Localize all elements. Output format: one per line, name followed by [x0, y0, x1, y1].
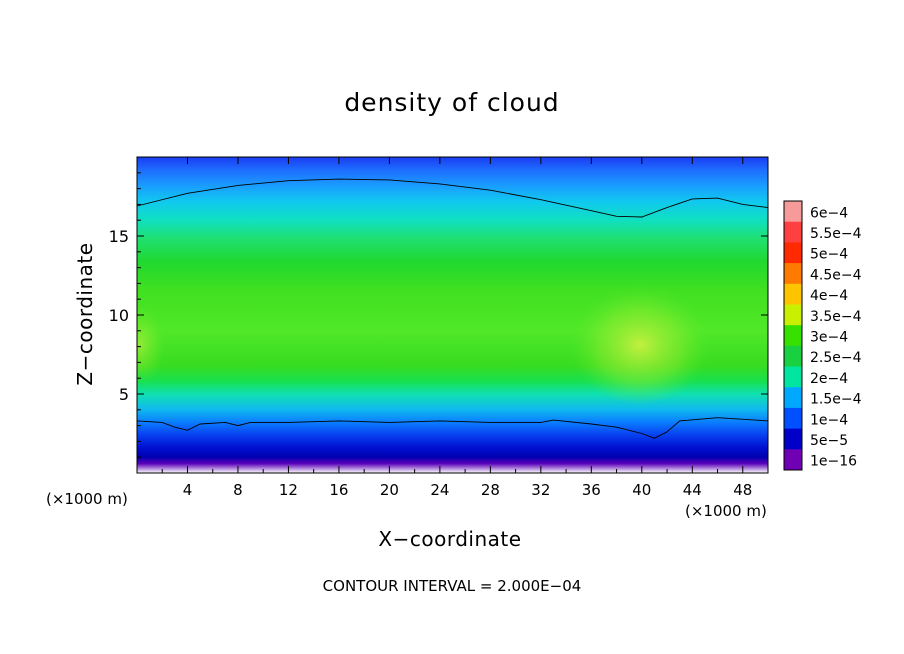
x-tick-label: 4	[183, 481, 193, 499]
colorbar-swatch	[784, 366, 802, 388]
x-axis-label: X−coordinate	[378, 527, 522, 551]
x-unit-right: (×1000 m)	[685, 502, 767, 520]
x-tick-label: 40	[632, 481, 651, 499]
colorbar-label: 6e−4	[810, 205, 848, 221]
colorbar-swatch	[784, 304, 802, 326]
colorbar-label: 5.5e−4	[810, 226, 862, 242]
colorbar-label: 1e−4	[810, 412, 848, 428]
colorbar-label: 4.5e−4	[810, 267, 862, 283]
colorbar-label: 5e−4	[810, 247, 848, 263]
x-tick-label: 20	[380, 481, 399, 499]
colorbar-label: 4e−4	[810, 288, 848, 304]
y-axis-ticks: 5 10 15	[109, 172, 768, 458]
contour-line-lower	[136, 417, 769, 439]
contour-lines	[136, 178, 769, 439]
colorbar: 6e−4 5.5e−4 5e−4 4.5e−4 4e−4 3.5e−4 3e−4 2.5e−4…	[783, 200, 862, 471]
contour-line-upper	[136, 178, 769, 218]
colorbar-swatch	[784, 387, 802, 409]
colorbar-swatch	[784, 263, 802, 285]
colorbar-label: 5e−5	[810, 433, 848, 449]
colorbar-swatch	[784, 201, 802, 223]
colorbar-swatch	[784, 449, 802, 471]
density-field	[137, 157, 768, 473]
y-tick-label: 10	[109, 306, 129, 325]
x-tick-label: 32	[531, 481, 550, 499]
x-axis-ticks: 4 8 12 16 20 24 28 32 36 40 44 48	[161, 157, 752, 499]
x-tick-label: 44	[683, 481, 702, 499]
x-tick-label: 24	[430, 481, 449, 499]
colorbar-label: 3.5e−4	[810, 309, 862, 325]
x-tick-label: 48	[733, 481, 752, 499]
x-tick-label: 28	[481, 481, 500, 499]
x-unit-left: (×1000 m)	[46, 490, 128, 508]
colorbar-swatch	[784, 428, 802, 450]
colorbar-swatch	[784, 325, 802, 347]
x-tick-label: 36	[582, 481, 601, 499]
colorbar-swatch	[784, 407, 802, 430]
x-tick-label: 12	[279, 481, 298, 499]
colorbar-swatch	[784, 221, 802, 243]
contour-interval-note: CONTOUR INTERVAL = 2.000E−04	[322, 577, 582, 595]
colorbar-swatch	[784, 283, 802, 305]
y-axis-label: Z−coordinate	[73, 242, 97, 386]
colorbar-swatch	[784, 345, 802, 367]
y-tick-label: 15	[109, 227, 129, 246]
y-tick-label: 5	[119, 385, 129, 404]
chart-title: density of cloud	[344, 88, 560, 117]
colorbar-frame	[783, 200, 803, 471]
x-tick-label: 16	[329, 481, 348, 499]
colorbar-label: 1e−16	[810, 454, 857, 470]
x-tick-label: 8	[233, 481, 243, 499]
colorbar-label: 2e−4	[810, 371, 848, 387]
colorbar-label: 3e−4	[810, 330, 848, 346]
colorbar-label: 2.5e−4	[810, 350, 862, 366]
colorbar-swatch	[784, 242, 802, 264]
colorbar-label: 1.5e−4	[810, 392, 862, 408]
